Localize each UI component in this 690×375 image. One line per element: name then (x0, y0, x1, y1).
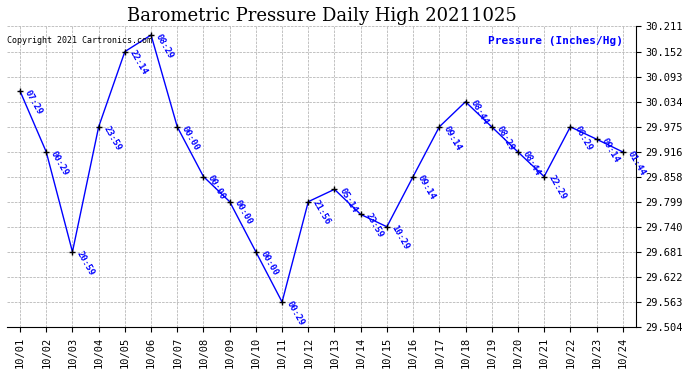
Text: 00:00: 00:00 (206, 174, 228, 202)
Text: 00:00: 00:00 (259, 249, 280, 277)
Text: 08:29: 08:29 (495, 124, 515, 152)
Text: 07:29: 07:29 (23, 88, 44, 116)
Text: 00:29: 00:29 (285, 299, 306, 327)
Text: 09:14: 09:14 (442, 124, 463, 152)
Text: 22:14: 22:14 (128, 49, 149, 76)
Text: 23:59: 23:59 (101, 124, 123, 152)
Text: 23:59: 23:59 (364, 211, 385, 239)
Title: Barometric Pressure Daily High 20211025: Barometric Pressure Daily High 20211025 (126, 7, 516, 25)
Text: 09:14: 09:14 (600, 136, 620, 164)
Text: 09:14: 09:14 (416, 174, 437, 202)
Text: Pressure (Inches/Hg): Pressure (Inches/Hg) (489, 36, 623, 45)
Text: 00:00: 00:00 (233, 199, 254, 226)
Text: 00:00: 00:00 (180, 124, 201, 152)
Text: 21:56: 21:56 (311, 199, 333, 226)
Text: Copyright 2021 Cartronics.com: Copyright 2021 Cartronics.com (7, 36, 152, 45)
Text: 08:29: 08:29 (154, 32, 175, 60)
Text: 08:44: 08:44 (521, 149, 542, 177)
Text: 22:29: 22:29 (547, 174, 568, 202)
Text: 00:29: 00:29 (49, 149, 70, 177)
Text: 08:29: 08:29 (573, 124, 594, 152)
Text: 05:14: 05:14 (337, 186, 359, 214)
Text: 20:59: 20:59 (75, 249, 97, 277)
Text: 01:44: 01:44 (626, 149, 647, 177)
Text: 08:44: 08:44 (469, 99, 489, 127)
Text: 10:29: 10:29 (390, 224, 411, 252)
